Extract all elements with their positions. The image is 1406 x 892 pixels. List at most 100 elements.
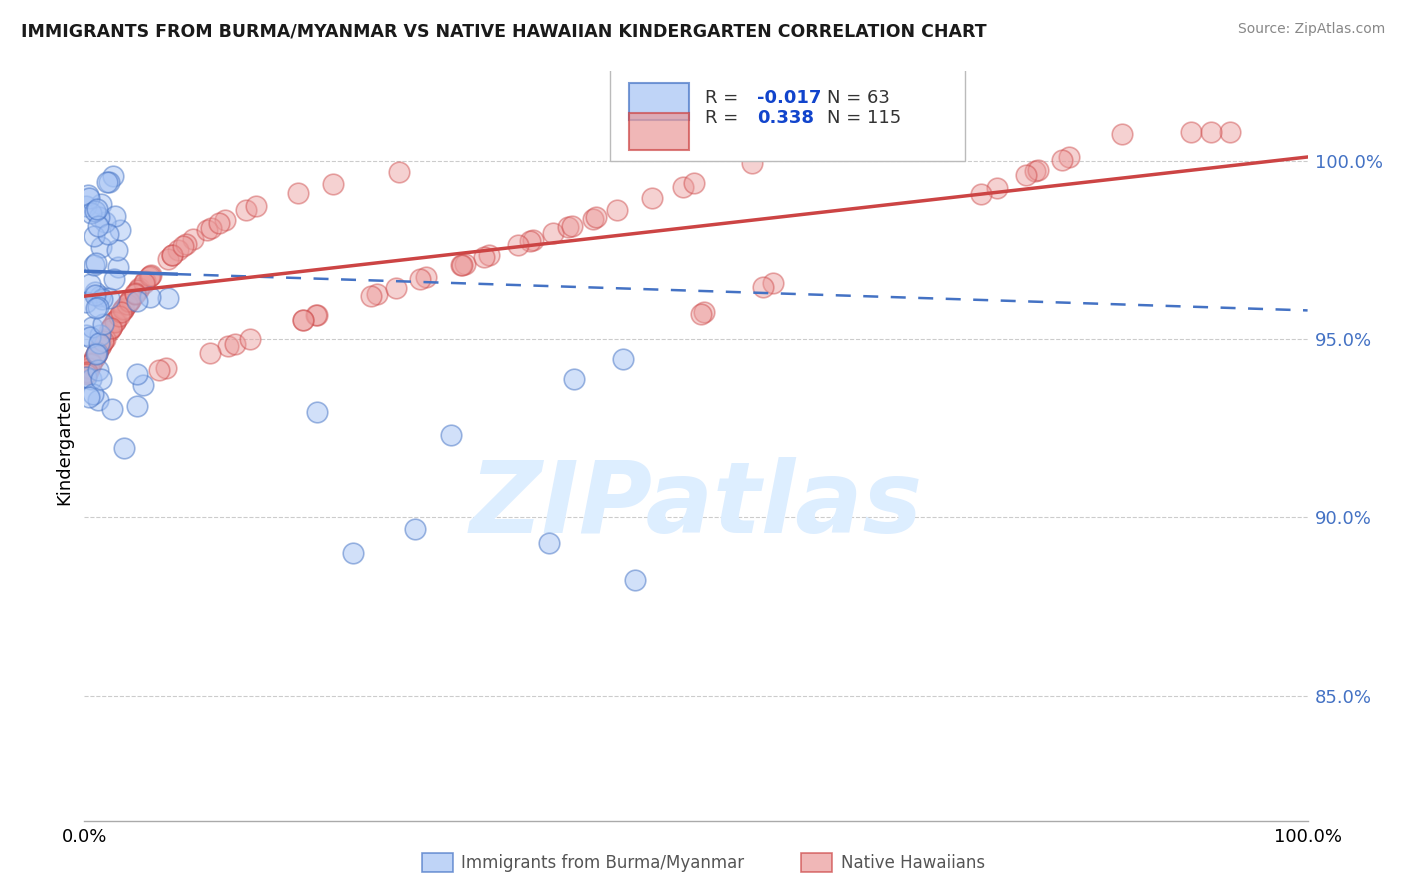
Point (519, 234, 541, 248)
Point (98, 324, 121, 338)
Point (83, 258, 105, 272)
Point (89, 289, 111, 303)
Point (132, 276, 155, 290)
Point (970, 187, 993, 202)
Point (76, 366, 98, 380)
Text: R =: R = (704, 88, 744, 106)
Point (117, 294, 139, 309)
Point (366, 287, 388, 301)
Point (77, 362, 100, 376)
Point (322, 178, 344, 192)
Point (91, 317, 114, 331)
Point (79, 277, 101, 291)
Point (342, 546, 364, 560)
Point (80, 320, 103, 334)
Point (522, 233, 544, 247)
Point (87, 219, 110, 233)
Point (76, 366, 98, 380)
Point (200, 220, 222, 235)
Point (82, 386, 104, 401)
Point (89, 340, 111, 354)
Point (155, 360, 177, 375)
Point (89, 328, 111, 343)
Point (104, 315, 127, 329)
Point (87, 393, 110, 408)
Point (181, 232, 204, 246)
Point (124, 286, 146, 301)
Point (90, 239, 112, 253)
Point (762, 276, 785, 290)
Point (385, 280, 408, 294)
Point (1180, 125, 1202, 139)
Point (75, 370, 97, 384)
Point (415, 270, 437, 285)
Point (606, 203, 628, 218)
Point (388, 165, 411, 179)
Point (292, 313, 315, 327)
Point (75, 328, 97, 343)
Point (287, 186, 309, 200)
Point (641, 191, 664, 205)
Text: R =: R = (704, 109, 744, 127)
Point (478, 248, 501, 262)
Point (585, 211, 607, 225)
Point (101, 169, 124, 184)
Point (172, 239, 194, 253)
Point (562, 372, 585, 386)
Point (120, 292, 142, 306)
Point (80, 356, 103, 370)
Point (633, 136, 655, 150)
Point (101, 401, 124, 416)
Point (90, 337, 112, 351)
Point (83, 351, 105, 365)
Point (97, 227, 120, 241)
Point (1052, 153, 1074, 167)
Point (96, 175, 118, 189)
Point (132, 378, 155, 392)
Point (787, 140, 810, 154)
Point (404, 522, 426, 536)
Point (125, 368, 148, 382)
Text: IMMIGRANTS FROM BURMA/MYANMAR VS NATIVE HAWAIIAN KINDERGARTEN CORRELATION CHART: IMMIGRANTS FROM BURMA/MYANMAR VS NATIVE … (21, 22, 987, 40)
Point (360, 289, 382, 303)
Point (214, 212, 236, 227)
Point (217, 339, 239, 353)
Point (115, 297, 138, 311)
Point (450, 258, 472, 272)
Point (112, 441, 135, 455)
Text: -0.017: -0.017 (758, 88, 821, 106)
Point (93, 332, 115, 346)
Point (672, 180, 695, 194)
Point (97, 176, 120, 190)
Point (79, 360, 101, 375)
Point (208, 216, 231, 230)
Point (128, 281, 150, 295)
Point (84, 285, 107, 300)
Point (110, 305, 132, 319)
Point (148, 363, 170, 377)
Point (810, 132, 832, 146)
Point (235, 203, 257, 218)
Point (1015, 168, 1038, 182)
Point (820, 128, 842, 143)
Point (104, 313, 127, 327)
Point (195, 223, 218, 237)
Point (741, 156, 763, 170)
Point (1026, 163, 1049, 178)
Point (557, 220, 579, 235)
Point (582, 211, 605, 226)
Point (93, 334, 115, 348)
Text: N = 115: N = 115 (827, 109, 901, 127)
Point (84, 347, 107, 361)
FancyBboxPatch shape (610, 68, 965, 161)
Point (112, 301, 135, 315)
Point (162, 247, 184, 261)
Point (80, 206, 103, 220)
Point (538, 536, 561, 550)
Point (107, 309, 129, 323)
Point (139, 290, 162, 304)
Point (112, 302, 135, 317)
Point (305, 308, 328, 322)
Point (77, 390, 100, 404)
Point (105, 244, 128, 258)
